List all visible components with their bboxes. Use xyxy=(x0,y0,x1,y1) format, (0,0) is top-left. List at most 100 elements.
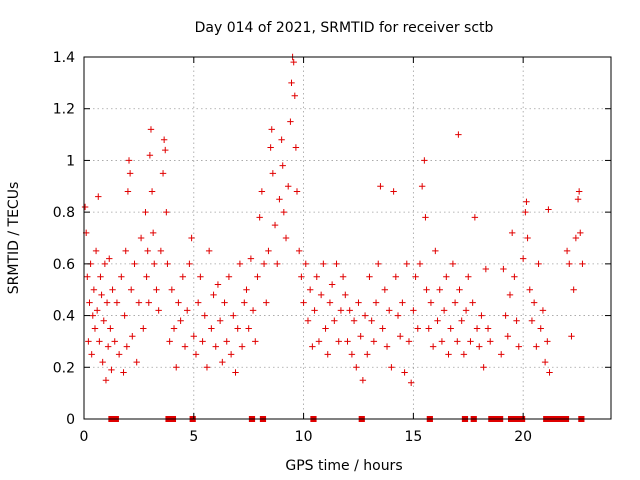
plot-frame xyxy=(83,56,612,420)
data-point xyxy=(577,229,584,237)
data-point xyxy=(131,260,138,268)
data-point xyxy=(205,247,213,255)
data-point xyxy=(147,126,155,133)
data-point xyxy=(372,299,380,306)
data-point xyxy=(280,208,288,216)
data-point xyxy=(292,144,300,151)
data-point xyxy=(422,214,429,221)
data-point xyxy=(342,291,349,299)
data-point xyxy=(278,136,285,143)
data-point xyxy=(309,343,316,350)
data-point xyxy=(533,343,540,350)
data-point xyxy=(416,260,424,268)
data-point xyxy=(92,247,100,255)
data-point xyxy=(184,307,191,314)
data-point xyxy=(106,255,113,262)
data-point xyxy=(247,255,255,262)
data-point xyxy=(322,325,329,332)
data-point xyxy=(353,364,360,371)
x-axis-label: GPS time / hours xyxy=(285,458,402,474)
data-point xyxy=(181,343,189,350)
data-point xyxy=(375,260,382,268)
data-point xyxy=(359,377,367,384)
data-point xyxy=(317,291,325,299)
data-point xyxy=(440,307,448,314)
data-point xyxy=(339,273,347,280)
data-point xyxy=(268,126,275,133)
data-point xyxy=(394,312,402,319)
data-point xyxy=(568,333,575,340)
data-point xyxy=(271,221,279,229)
data-point xyxy=(324,351,331,358)
data-point xyxy=(313,273,320,280)
data-point xyxy=(436,286,443,293)
data-point xyxy=(236,260,244,268)
data-point xyxy=(144,247,151,255)
data-point xyxy=(199,338,206,345)
data-point xyxy=(188,234,195,242)
data-point xyxy=(451,299,459,306)
data-point xyxy=(522,208,529,216)
data-point xyxy=(151,260,158,268)
data-point xyxy=(98,291,105,299)
data-point xyxy=(498,351,505,358)
data-point xyxy=(124,188,132,195)
data-point xyxy=(458,317,465,324)
data-point xyxy=(566,260,573,268)
data-point xyxy=(484,325,492,332)
data-point xyxy=(364,351,371,358)
data-point xyxy=(113,299,121,306)
data-point xyxy=(379,325,386,332)
y-tick-label: 0 xyxy=(66,412,75,428)
data-point xyxy=(97,273,104,280)
data-point xyxy=(460,351,468,358)
data-point xyxy=(471,214,479,221)
x-tick-label: 5 xyxy=(189,429,198,445)
data-point xyxy=(137,234,145,242)
data-point xyxy=(524,234,531,242)
data-point xyxy=(383,343,391,350)
data-point xyxy=(210,291,217,299)
data-point xyxy=(252,338,259,345)
data-point xyxy=(357,333,364,340)
data-point xyxy=(295,247,303,255)
data-point xyxy=(201,312,208,319)
data-point xyxy=(447,325,454,332)
data-point xyxy=(159,170,167,177)
data-point xyxy=(126,170,134,177)
data-point xyxy=(454,338,461,345)
data-point xyxy=(403,260,410,268)
data-point xyxy=(311,307,318,314)
data-point xyxy=(455,131,462,138)
data-point xyxy=(254,273,261,280)
data-point xyxy=(143,273,150,280)
axes-ticks: 0 0.2 0.4 0.6 0.8 1 1.2 1.4 0 5 10 15 20 xyxy=(53,50,611,445)
data-point xyxy=(414,325,421,332)
data-point xyxy=(102,377,110,384)
data-point xyxy=(331,317,338,324)
data-point xyxy=(302,260,309,268)
y-tick-label: 0.6 xyxy=(53,257,75,273)
data-point xyxy=(291,92,298,99)
data-point xyxy=(539,307,547,314)
data-point xyxy=(335,338,342,345)
data-point xyxy=(120,369,127,376)
data-point xyxy=(93,307,101,314)
data-point xyxy=(245,325,252,332)
data-point xyxy=(293,188,301,195)
x-tick-label: 20 xyxy=(514,429,532,445)
data-point xyxy=(179,273,187,280)
data-point xyxy=(170,325,178,332)
data-point xyxy=(186,260,193,268)
data-point xyxy=(478,312,485,319)
data-point xyxy=(214,281,222,288)
data-point xyxy=(429,343,437,350)
data-point xyxy=(148,188,156,195)
data-point xyxy=(502,312,509,319)
data-point xyxy=(285,183,292,190)
data-point xyxy=(579,260,586,268)
data-point xyxy=(288,79,295,87)
data-point xyxy=(425,325,432,332)
data-point xyxy=(449,260,457,268)
